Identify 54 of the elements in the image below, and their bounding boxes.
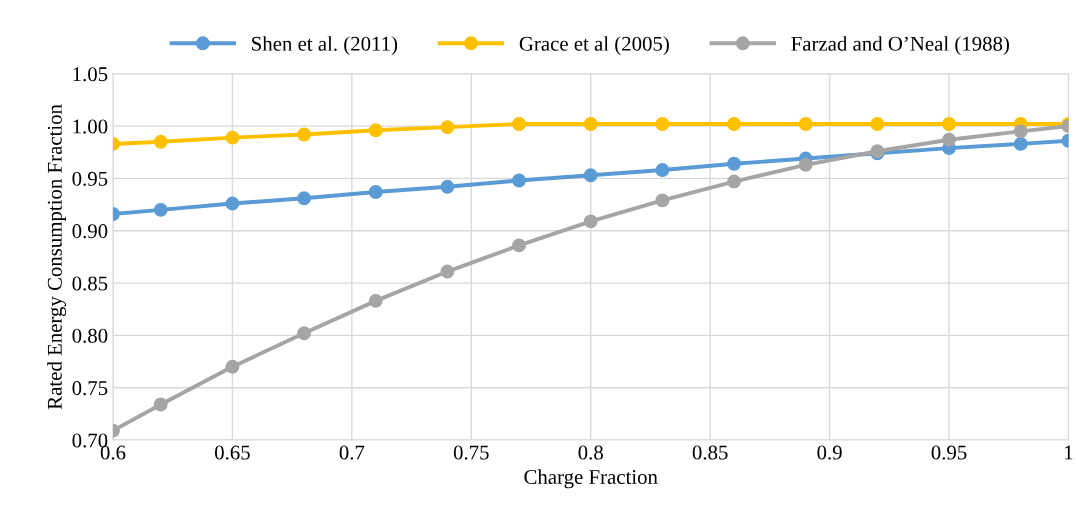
point: [297, 127, 312, 142]
point: [225, 359, 240, 374]
x-tick-label: 0.8: [578, 445, 603, 460]
x-tick-label: 0.95: [931, 445, 967, 460]
legend-label: Farzad and O’Neal (1988): [791, 36, 1009, 56]
point: [297, 191, 312, 206]
y-tick-label: 1.00: [73, 119, 108, 134]
y-tick-label: 0.85: [72, 276, 108, 291]
y-tick-label: 0.80: [72, 328, 108, 343]
point: [368, 185, 383, 199]
y-axis-title: Rated Energy Consumption Fraction: [47, 104, 67, 410]
point: [440, 264, 455, 279]
y-tick-label: 0.90: [72, 224, 108, 239]
x-axis-title: Charge Fraction: [524, 469, 658, 489]
point: [727, 156, 741, 171]
x-tick-label: 0.7: [339, 445, 365, 460]
point: [153, 202, 168, 217]
point: [583, 117, 598, 131]
point: [798, 157, 813, 172]
point: [512, 117, 527, 131]
y-tick-label: 0.95: [72, 171, 108, 186]
point: [655, 193, 670, 208]
point: [225, 196, 240, 211]
point: [870, 117, 885, 131]
y-tick-label: 1.05: [73, 67, 108, 82]
legend-label: Grace et al (2005): [519, 36, 669, 56]
point: [1013, 136, 1028, 151]
point: [440, 120, 455, 135]
point: [583, 168, 598, 183]
y-tick-label: 0.75: [72, 381, 108, 396]
x-tick-label: 0.9: [817, 445, 842, 460]
point: [942, 132, 956, 147]
x-tick-label: 0.75: [453, 445, 489, 460]
point: [583, 214, 598, 229]
point: [512, 238, 527, 253]
point: [942, 117, 956, 131]
point: [512, 173, 527, 188]
point: [798, 117, 813, 131]
point: [225, 130, 240, 145]
x-tick-label: 0.85: [692, 445, 728, 460]
point: [727, 174, 741, 189]
point: [727, 117, 741, 131]
point: [153, 134, 168, 149]
legend-label: Shen et al. (2011): [252, 36, 398, 56]
point: [368, 123, 383, 138]
point: [153, 397, 168, 412]
x-tick-label: 1: [1065, 445, 1073, 460]
point: [655, 163, 670, 178]
point: [368, 293, 383, 308]
point: [655, 117, 670, 131]
point: [440, 179, 455, 194]
point: [1013, 124, 1028, 139]
x-tick-label: 0.65: [214, 445, 250, 460]
point: [297, 326, 312, 341]
